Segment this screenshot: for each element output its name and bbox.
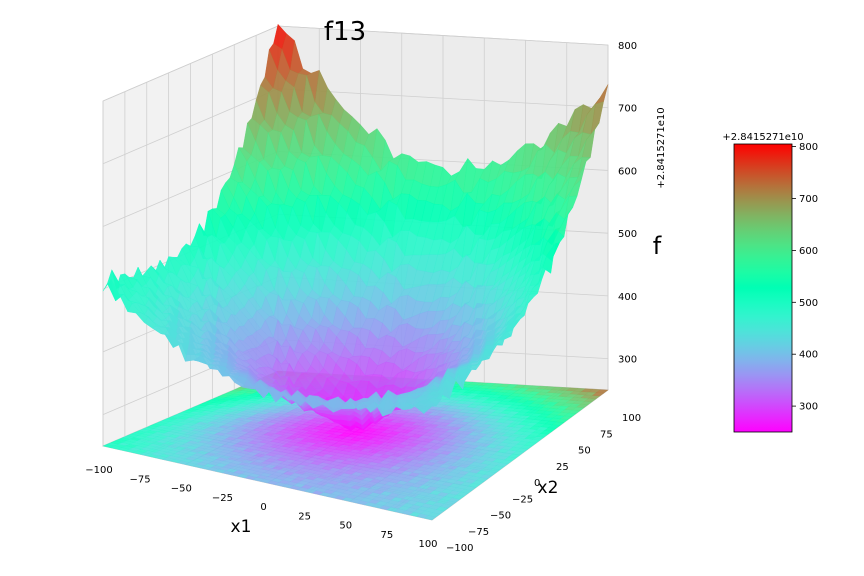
- colorbar-tick-label: 700: [799, 194, 818, 205]
- y-tick-label: −25: [512, 494, 533, 505]
- z-tick-label: 700: [618, 104, 637, 115]
- colorbar-ticks: 300 400 500 600 700 800: [792, 142, 818, 413]
- colorbar-tick-label: 600: [799, 246, 818, 257]
- side-gridline-z: [102, 25, 279, 102]
- chart-title: f13: [324, 17, 366, 47]
- back-gridline-z: [277, 88, 609, 109]
- y-tick-label: 25: [556, 462, 569, 473]
- colorbar-tick-label: 800: [799, 142, 818, 153]
- x-tick-label: 25: [298, 511, 311, 522]
- z-tick-label: 400: [618, 292, 637, 303]
- y-tick-label: −75: [468, 527, 489, 538]
- x-tick-label: −25: [212, 493, 233, 504]
- y-tick-label: 0: [534, 478, 540, 489]
- x-tick-label: 0: [260, 502, 266, 513]
- z-tick-label: 600: [618, 167, 637, 178]
- colorbar-tick-label: 300: [799, 402, 818, 413]
- side-gridline-z: [102, 88, 279, 165]
- surface-plot: [102, 23, 609, 432]
- x-tick-label: 100: [418, 539, 437, 550]
- z-tick-label: 500: [618, 229, 637, 240]
- floor-contour-cell: [596, 389, 609, 394]
- colorbar-offset: +2.8415271e10: [722, 132, 803, 143]
- y-tick-label: −100: [446, 543, 473, 554]
- y-tick-label: 75: [600, 429, 613, 440]
- z-axis-label: f: [653, 232, 662, 260]
- x-axis-label: x1: [231, 517, 252, 537]
- z-tick-label: 800: [618, 41, 637, 52]
- y-tick-label: −50: [490, 511, 511, 522]
- x-tick-label: −100: [85, 465, 112, 476]
- x-tick-label: −50: [171, 484, 192, 495]
- colorbar-tick-label: 400: [799, 350, 818, 361]
- colorbar: +2.8415271e10 300 400 500 600 700 800: [722, 132, 818, 433]
- z-axis-offset: +2.8415271e10: [656, 107, 667, 188]
- y-tick-label: 100: [622, 413, 641, 424]
- x-tick-label: −75: [130, 474, 151, 485]
- y-tick-label: 50: [578, 446, 591, 457]
- z-tick-label: 300: [618, 355, 637, 366]
- x-tick-label: 50: [339, 521, 352, 532]
- y-axis-label: x2: [538, 478, 559, 498]
- colorbar-tick-label: 500: [799, 298, 818, 309]
- colorbar-gradient: [733, 143, 793, 433]
- back-gridline-z: [277, 25, 609, 46]
- surface-patch: [423, 399, 437, 415]
- x-tick-label: 75: [381, 530, 394, 541]
